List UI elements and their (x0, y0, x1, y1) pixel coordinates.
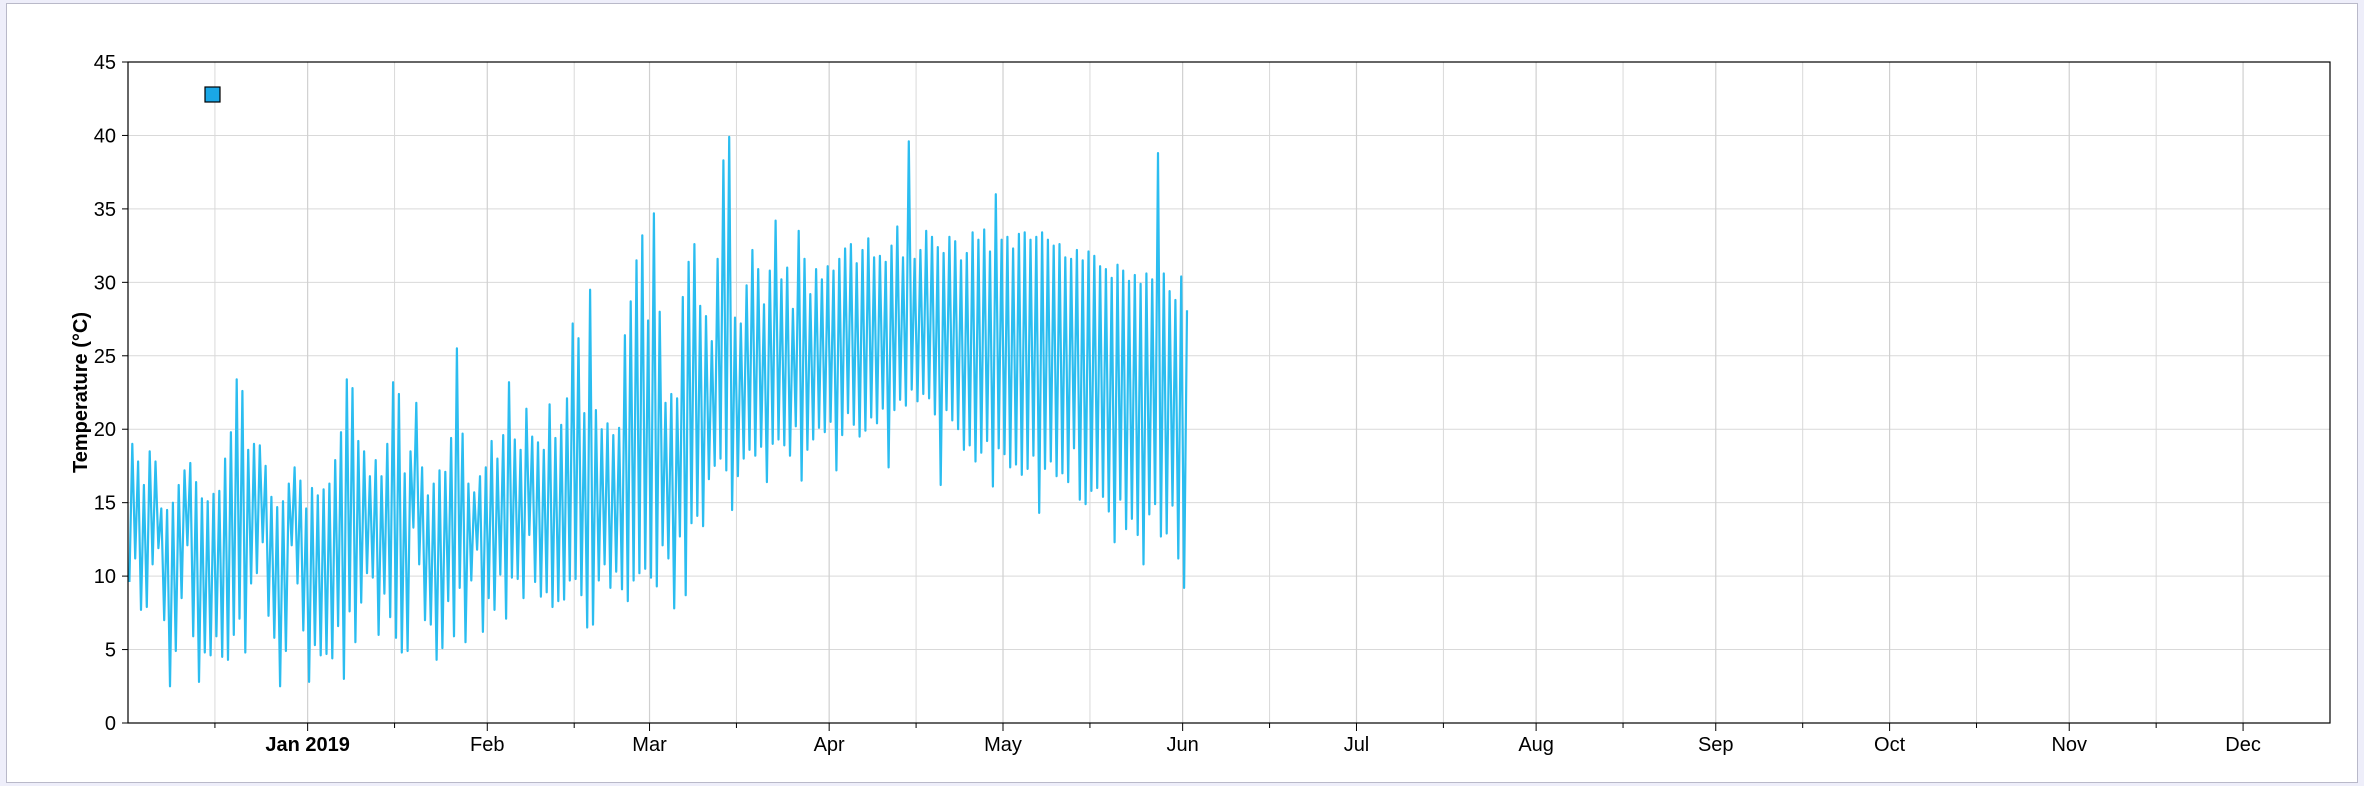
y-tick-label: 20 (94, 419, 116, 441)
legend-marker[interactable] (204, 86, 221, 103)
y-tick-label: 5 (105, 640, 116, 662)
y-tick-label: 10 (94, 566, 116, 588)
y-tick-label: 25 (94, 346, 116, 368)
x-tick-label: Feb (470, 734, 504, 756)
x-tick-label: Nov (2051, 734, 2087, 756)
x-tick-label: Aug (1518, 734, 1554, 756)
x-tick-label: Jan 2019 (265, 734, 350, 756)
series-layer (128, 135, 1189, 688)
y-axis: 0 5 10 15 20 25 30 35 40 45 (94, 52, 128, 735)
x-tick-label: Sep (1698, 734, 1734, 756)
y-axis-title: Temperature (°C) (70, 312, 92, 473)
y-tick-label: 30 (94, 272, 116, 294)
x-tick-label: Apr (814, 734, 845, 756)
y-tick-label: 15 (94, 493, 116, 515)
chart-frame: 0 5 10 15 20 25 30 35 40 45 Jan 2019 Feb Mar Apr May J… (6, 3, 2358, 783)
series-line-0 (128, 135, 1189, 688)
y-tick-label: 0 (105, 713, 116, 735)
y-tick-label: 40 (94, 125, 116, 147)
x-tick-label: Dec (2225, 734, 2261, 756)
x-tick-label: Oct (1874, 734, 1906, 756)
y-tick-label: 35 (94, 199, 116, 221)
x-tick-label: Jul (1344, 734, 1370, 756)
y-tick-label: 45 (94, 52, 116, 74)
x-tick-label: Jun (1167, 734, 1199, 756)
x-axis: Jan 2019 Feb Mar Apr May Jun Jul Aug Sep Oct Nov De… (214, 723, 2261, 756)
plot-border (127, 61, 2331, 724)
x-tick-label: May (984, 734, 1022, 756)
x-tick-label: Mar (632, 734, 667, 756)
